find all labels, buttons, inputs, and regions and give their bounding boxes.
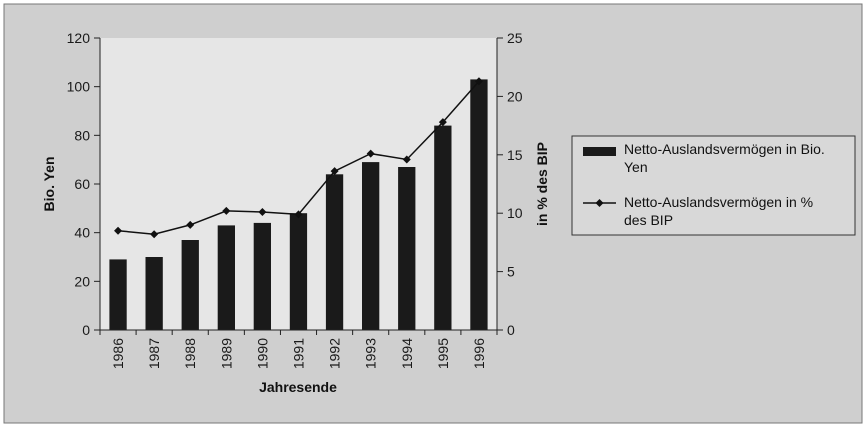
line-point-1994 xyxy=(402,155,411,164)
x-tick-label-1988: 1988 xyxy=(182,338,198,369)
x-tick-label-1990: 1990 xyxy=(254,338,270,369)
tick-labels: 0 20 40 60 80 100 120 0 5 10 15 20 25 1986 1987 1988 198… xyxy=(67,30,523,369)
x-axis-title: Jahresende xyxy=(259,379,337,395)
legend-bar-label: Netto-Auslandsvermögen in Bio. Yen xyxy=(624,141,829,175)
line-point-1995 xyxy=(438,118,447,127)
y2-tick-label: 20 xyxy=(507,88,523,104)
line-point-1993 xyxy=(366,149,375,158)
line-point-1988 xyxy=(186,220,195,229)
y-tick-label: 20 xyxy=(74,273,90,289)
bar-series xyxy=(109,79,488,331)
x-tick-label-1991: 1991 xyxy=(291,338,307,369)
bar-1993 xyxy=(362,162,380,330)
x-tick-label-1995: 1995 xyxy=(435,338,451,369)
y-tick-label: 40 xyxy=(74,225,90,241)
bar-1995 xyxy=(434,125,452,330)
y-axis-title: Bio. Yen xyxy=(41,157,57,212)
bar-1987 xyxy=(145,257,163,330)
legend: Netto-Auslandsvermögen in Bio. Yen Netto… xyxy=(571,135,856,236)
y2-tick-label: 10 xyxy=(507,205,523,221)
line-point-1989 xyxy=(222,206,231,215)
bar-1991 xyxy=(289,213,308,330)
legend-line-label: Netto-Auslandsvermögen in % des BIP xyxy=(624,194,817,228)
line-point-1992 xyxy=(330,167,339,176)
y2-tick-label: 0 xyxy=(507,322,515,338)
y-tick-label: 60 xyxy=(74,176,90,192)
y2-tick-label: 25 xyxy=(507,30,523,46)
y2-tick-label: 15 xyxy=(507,147,523,163)
line-point-1986 xyxy=(114,226,123,235)
bar-1986 xyxy=(109,259,127,330)
axes xyxy=(94,37,503,335)
x-tick-label-1996: 1996 xyxy=(471,338,487,369)
line-point-1996 xyxy=(474,77,483,86)
x-tick-label-1992: 1992 xyxy=(327,338,343,369)
bar-1992 xyxy=(325,174,344,330)
x-tick-label-1989: 1989 xyxy=(218,338,234,369)
line-series xyxy=(114,77,483,239)
y-tick-label: 0 xyxy=(82,322,90,338)
x-tick-label-1994: 1994 xyxy=(399,338,415,369)
bar-1996 xyxy=(470,79,488,331)
y-tick-label: 100 xyxy=(67,79,91,95)
line-point-1987 xyxy=(150,230,159,239)
y-tick-label: 120 xyxy=(67,30,91,46)
line-point-1990 xyxy=(258,208,267,217)
line-point-1991 xyxy=(294,210,303,219)
x-tick-label-1993: 1993 xyxy=(363,338,379,369)
y-tick-label: 80 xyxy=(74,127,90,143)
bar-1990 xyxy=(253,222,271,330)
y2-tick-label: 5 xyxy=(507,264,515,280)
legend-box xyxy=(571,135,856,236)
bar-1988 xyxy=(181,240,199,330)
bar-1994 xyxy=(398,167,416,330)
legend-line-marker xyxy=(595,199,604,207)
x-tick-label-1987: 1987 xyxy=(146,338,162,369)
legend-bar-swatch xyxy=(583,147,616,156)
x-tick-label-1986: 1986 xyxy=(110,338,126,369)
bar-1989 xyxy=(217,225,235,330)
y2-axis-title: in % des BIP xyxy=(534,142,550,226)
